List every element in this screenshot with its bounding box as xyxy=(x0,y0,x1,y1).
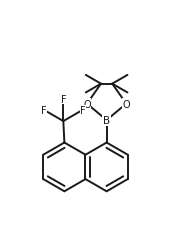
Text: O: O xyxy=(122,99,130,109)
Text: F: F xyxy=(80,106,86,115)
Text: F: F xyxy=(61,94,66,104)
Text: B: B xyxy=(103,116,110,126)
Text: O: O xyxy=(83,99,91,109)
Text: F: F xyxy=(41,106,47,115)
